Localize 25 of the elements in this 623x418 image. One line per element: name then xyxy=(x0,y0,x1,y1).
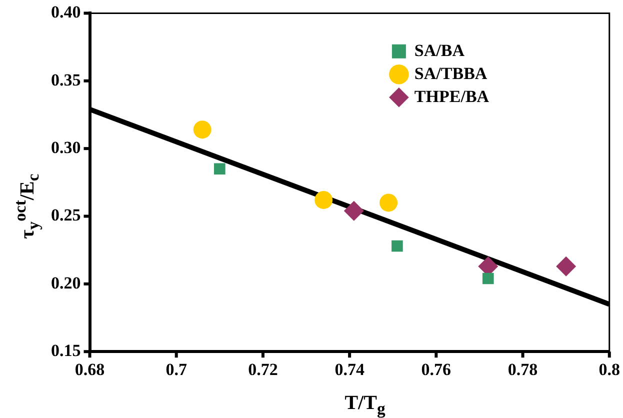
y-tick-label: 0.15 xyxy=(51,340,81,360)
point xyxy=(193,120,212,139)
point xyxy=(392,240,403,252)
x-tick-label: 0.78 xyxy=(508,360,538,380)
y-tick-label: 0.25 xyxy=(51,206,81,225)
point xyxy=(556,256,576,276)
legend-label: THPE/BA xyxy=(414,86,490,106)
point xyxy=(314,190,333,209)
x-tick-label: 0.8 xyxy=(598,360,620,380)
point xyxy=(214,163,226,175)
point xyxy=(482,272,494,284)
y-tick-label: 0.35 xyxy=(51,70,81,90)
y-tick-label: 0.40 xyxy=(51,2,81,22)
legend-label: SA/TBBA xyxy=(414,64,488,83)
y-tick-label: 0.20 xyxy=(51,273,81,292)
point xyxy=(344,200,364,221)
point xyxy=(380,194,398,212)
legend-label: SA/BA xyxy=(414,40,466,60)
x-tick-label: 0.74 xyxy=(334,360,365,380)
y-tick-label: 0.30 xyxy=(51,138,81,157)
x-tick-label: 0.68 xyxy=(74,360,105,380)
x-tick-label: 0.72 xyxy=(248,360,278,380)
x-tick-label: 0.76 xyxy=(421,360,452,380)
x-axis-title: T/T$_{g}$ xyxy=(344,392,386,418)
x-tick-label: 0.7 xyxy=(166,360,188,380)
